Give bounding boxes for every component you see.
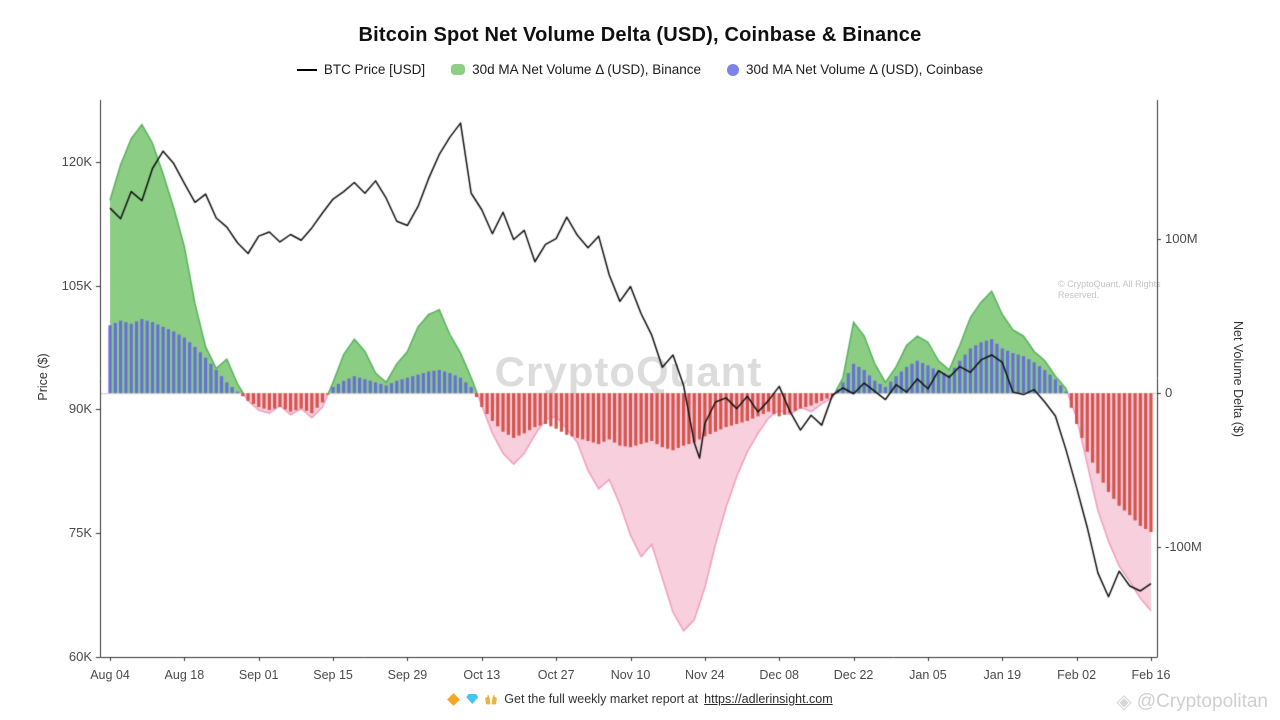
date-tick-label: Nov 24 [685, 668, 725, 682]
date-tick-label: Sep 01 [238, 668, 279, 682]
y-axis-title-delta: Net Volume Delta ($) [1231, 320, 1245, 438]
date-tick-label: Nov 10 [610, 668, 651, 682]
footer-text: Get the full weekly market report at [504, 692, 699, 706]
report-link[interactable]: https://adlerinsight.com [704, 692, 833, 706]
footer-banner: Get the full weekly market report at htt… [0, 692, 1280, 706]
price-tick-label: 75K [68, 525, 92, 541]
date-tick-label: Feb 16 [1131, 668, 1171, 682]
raised-hands-icon [484, 694, 498, 705]
watermark-cryptopolitan: ◈ @Cryptopolitan [1116, 689, 1268, 714]
date-tick-label: Dec 22 [833, 668, 874, 682]
date-tick-label: Sep 29 [387, 668, 428, 682]
delta-tick-label: 0 [1165, 385, 1173, 401]
price-tick-label: 90K [68, 401, 92, 417]
delta-tick-label: 100M [1165, 230, 1198, 246]
price-tick-label: 120K [61, 153, 92, 169]
date-tick-label: Oct 27 [537, 668, 575, 682]
date-tick-label: Sep 15 [313, 668, 353, 682]
cryptopolitan-logo-icon: ◈ [1116, 691, 1132, 713]
date-tick-label: Aug 18 [164, 668, 205, 682]
date-tick-label: Jan 05 [909, 668, 947, 682]
date-tick-label: Aug 04 [90, 668, 130, 682]
date-tick-label: Jan 19 [983, 668, 1022, 682]
price-tick-label: 60K [68, 649, 92, 664]
date-tick-label: Feb 02 [1057, 668, 1097, 682]
delta-tick-label: -100M [1165, 539, 1202, 555]
cryptopolitan-label: @Cryptopolitan [1136, 690, 1268, 712]
price-tick-label: 105K [61, 277, 92, 293]
date-tick-label: Oct 13 [463, 668, 501, 682]
y-axis-title-price: Price ($) [36, 353, 50, 401]
gem-icon [466, 694, 479, 704]
date-tick-label: Dec 08 [759, 668, 799, 682]
orange-diamond-icon [447, 692, 461, 706]
